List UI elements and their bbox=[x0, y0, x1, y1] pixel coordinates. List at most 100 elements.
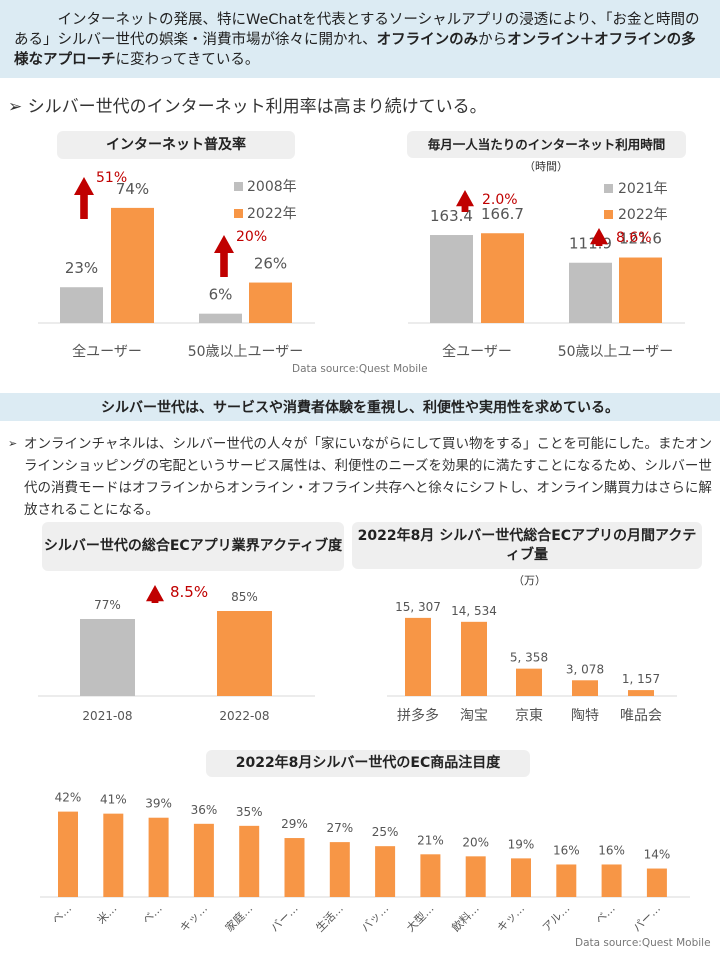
bar bbox=[481, 233, 524, 323]
category-label: アル… bbox=[540, 902, 572, 934]
growth-label: 8.6% bbox=[616, 230, 652, 246]
category-label: ベ… bbox=[140, 902, 165, 927]
category-label: 50歳以上ユーザー bbox=[188, 344, 304, 360]
bullet-arrow-icon: ➢ bbox=[8, 97, 23, 117]
section1-heading: ➢ シルバー世代のインターネット利用率は高まり続けている。 bbox=[8, 97, 487, 117]
bar-value-label: 121.6 bbox=[619, 230, 662, 248]
bar bbox=[619, 257, 662, 323]
ec-product-attention-chart: 42% ベ… 41% 米… 39% ベ… 36% キッ… 35% 家庭… 29% バー… 27% 生活… 2… bbox=[40, 791, 690, 935]
growth-up-arrow-icon bbox=[146, 585, 164, 603]
bar-value-label: 20% bbox=[462, 835, 489, 849]
category-label: ベ… bbox=[593, 902, 618, 927]
bar bbox=[249, 282, 292, 323]
category-label: 大型… bbox=[403, 901, 436, 934]
legend-label: 2021年 bbox=[618, 181, 668, 197]
legend-swatch bbox=[604, 210, 613, 219]
bar bbox=[516, 668, 542, 696]
category-label: 陶特 bbox=[571, 708, 599, 724]
category-label: バー… bbox=[268, 902, 301, 935]
section2-heading: シルバー世代は、サービスや消費者体験を重視し、利便性や実用性を求めている。 bbox=[0, 393, 720, 421]
bar bbox=[199, 313, 242, 323]
category-label: 米… bbox=[95, 902, 120, 927]
legend-label: 2008年 bbox=[247, 179, 297, 195]
bar bbox=[646, 868, 667, 897]
bar bbox=[556, 864, 577, 897]
category-label: 家庭… bbox=[222, 901, 255, 934]
bar bbox=[465, 856, 486, 897]
bar-value-label: 36% bbox=[191, 803, 218, 817]
category-label: 生活… bbox=[313, 901, 346, 934]
growth-label: 20% bbox=[236, 229, 267, 245]
bar-value-label: 85% bbox=[231, 590, 258, 604]
bar-value-label: 26% bbox=[254, 255, 287, 273]
legend-label: 2022年 bbox=[247, 206, 297, 222]
bar bbox=[572, 680, 598, 696]
bar-value-label: 21% bbox=[417, 833, 444, 847]
bar bbox=[284, 838, 305, 897]
chart2-title: 毎月一人当たりのインターネット利用時間 bbox=[407, 131, 686, 158]
bar-value-label: 42% bbox=[55, 791, 82, 805]
category-label: キッ… bbox=[495, 902, 528, 935]
bar bbox=[405, 617, 431, 696]
internet-usage-time-chart: 163.4166.7全ユーザー111.9121.650歳以上ユーザー2.0%8.… bbox=[408, 181, 685, 360]
bar bbox=[58, 811, 78, 897]
bar bbox=[111, 207, 154, 323]
bar bbox=[601, 864, 622, 897]
growth-up-arrow-icon bbox=[74, 177, 94, 219]
bar-value-label: 25% bbox=[372, 825, 399, 839]
legend-swatch bbox=[234, 182, 243, 191]
chart4-unit: （万） bbox=[513, 574, 546, 587]
chart2-subtitle: （時間） bbox=[524, 160, 568, 173]
growth-label: 51% bbox=[96, 170, 127, 186]
bar-value-label: 77% bbox=[94, 598, 121, 612]
bar bbox=[193, 823, 214, 897]
category-label: 飲料… bbox=[449, 901, 482, 934]
legend-swatch bbox=[234, 209, 243, 218]
internet-penetration-chart: 23% 74% 全ユーザー 6% 26% 50歳以上ユーザー 51% 20% 2008年 2022… bbox=[38, 170, 315, 360]
category-label: ベ… bbox=[49, 902, 74, 927]
bar-value-label: 3, 078 bbox=[566, 662, 604, 676]
bar bbox=[461, 621, 487, 696]
intro-box: インターネットの発展、特にWeChatを代表とするソーシャルアプリの浸透により、… bbox=[0, 0, 720, 78]
growth-label: 8.5% bbox=[170, 583, 208, 601]
growth-up-arrow-icon bbox=[214, 235, 234, 277]
bar-value-label: 1, 157 bbox=[622, 672, 660, 686]
bar-value-label: 166.7 bbox=[481, 205, 524, 223]
data-source-2: Data source:Quest Mobile bbox=[575, 937, 711, 949]
bar-value-label: 19% bbox=[508, 837, 535, 851]
category-label: バッ… bbox=[359, 902, 392, 935]
bar bbox=[511, 858, 531, 897]
bar bbox=[80, 619, 135, 696]
bar bbox=[628, 690, 654, 696]
bar-value-label: 16% bbox=[598, 843, 625, 857]
ec-activity-chart: 77% 2021-08 85% 2022-08 8.5% bbox=[38, 583, 315, 723]
bar-value-label: 27% bbox=[326, 821, 353, 835]
category-label: 全ユーザー bbox=[72, 343, 142, 360]
category-label: キッ… bbox=[177, 902, 210, 935]
bar bbox=[375, 846, 396, 897]
bar bbox=[148, 817, 169, 897]
bar bbox=[60, 287, 103, 323]
chart3-title: シルバー世代の総合ECアプリ業界アクティブ度 bbox=[42, 522, 344, 571]
growth-up-arrow-icon bbox=[590, 228, 608, 246]
bar-value-label: 29% bbox=[281, 817, 308, 831]
section2-paragraph: ➢ オンラインチャネルは、シルバー世代の人々が「家にいながらにして買い物をする」… bbox=[8, 433, 712, 521]
bar-value-label: 14, 534 bbox=[451, 604, 497, 618]
category-label: 50歳以上ユーザー bbox=[558, 344, 674, 360]
intro-text: インターネットの発展、特にWeChatを代表とするソーシャルアプリの浸透により、… bbox=[14, 12, 700, 68]
bullet-arrow-icon: ➢ bbox=[8, 437, 18, 450]
bar-value-label: 35% bbox=[236, 805, 263, 819]
chart5-title: 2022年8月シルバー世代のEC商品注目度 bbox=[206, 750, 530, 777]
bar-value-label: 6% bbox=[209, 286, 233, 304]
bar bbox=[239, 825, 260, 897]
bar-value-label: 41% bbox=[100, 793, 127, 807]
bar-value-label: 23% bbox=[65, 259, 98, 277]
bar-value-label: 5, 358 bbox=[510, 651, 548, 665]
bar bbox=[217, 611, 272, 696]
category-label: 全ユーザー bbox=[442, 343, 512, 360]
legend-label: 2022年 bbox=[618, 207, 668, 223]
bar-value-label: 15, 307 bbox=[395, 600, 441, 614]
growth-up-arrow-icon bbox=[456, 190, 474, 212]
category-label: 唯品会 bbox=[620, 708, 662, 724]
category-label: パー… bbox=[630, 902, 663, 935]
